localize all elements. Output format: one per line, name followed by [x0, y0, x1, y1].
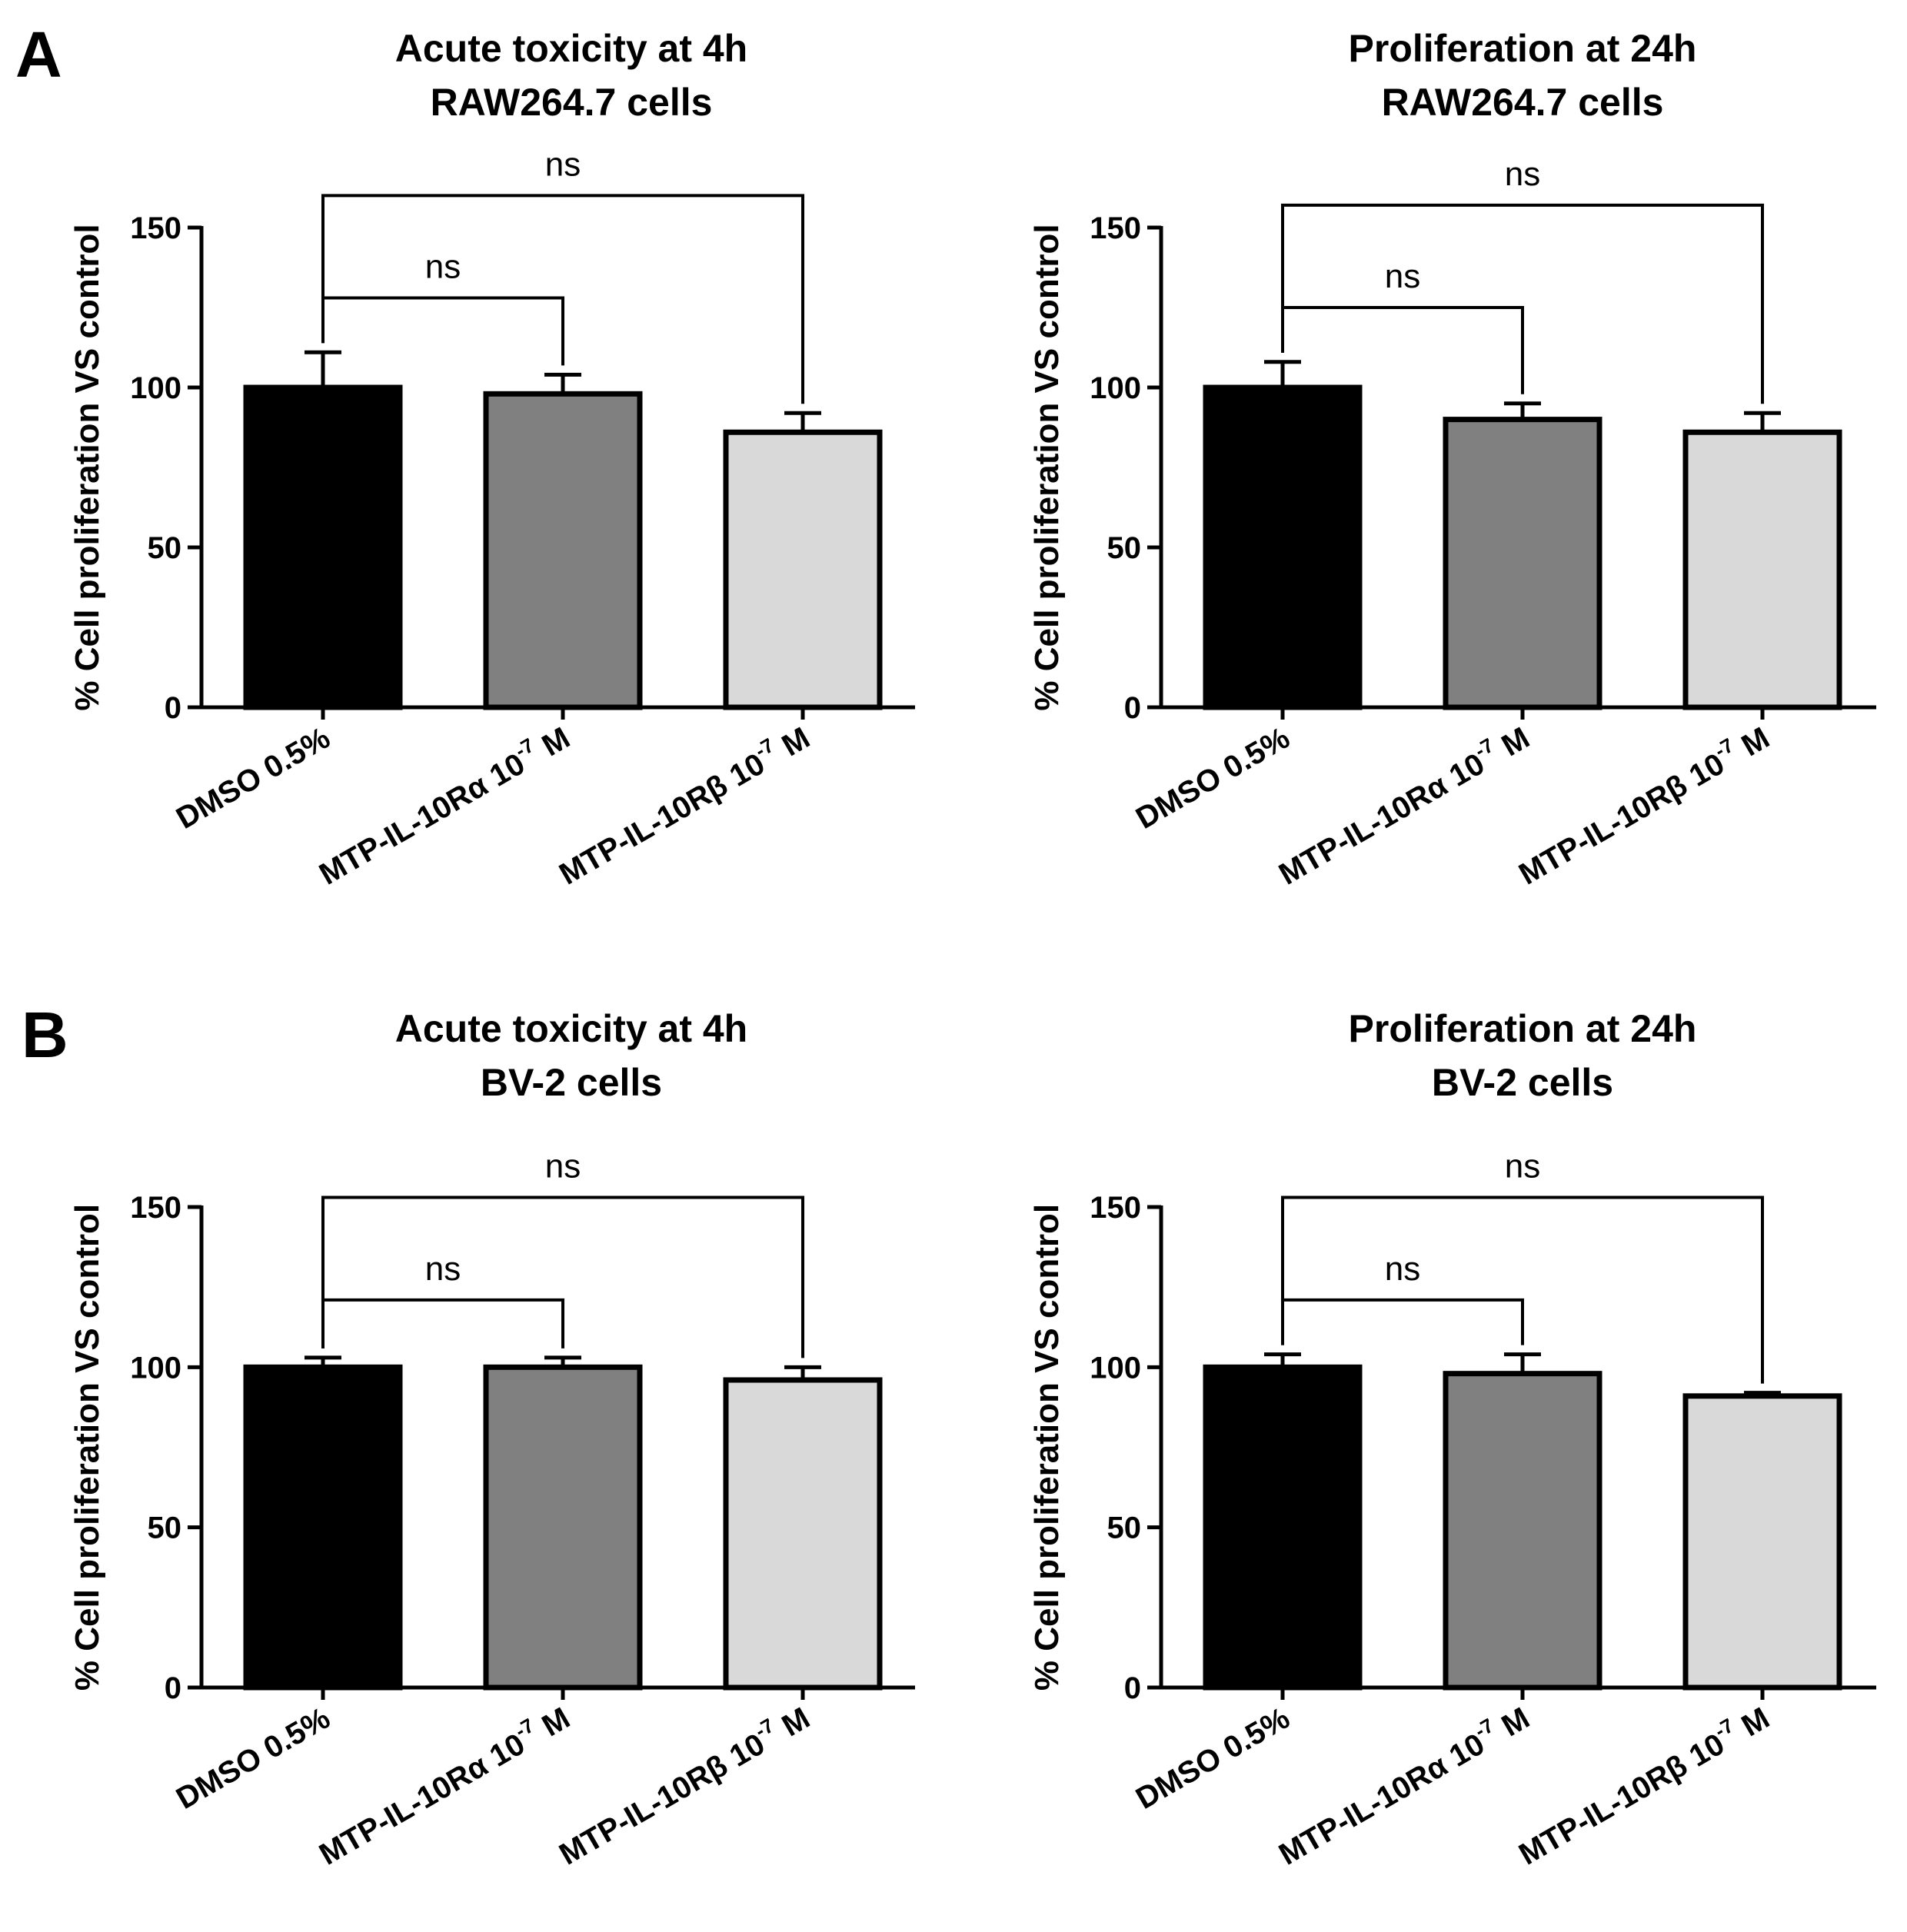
significance-label: ns — [1505, 155, 1540, 193]
chart-title-line: Acute toxicity at 4h — [395, 27, 747, 70]
x-tick-label: MTP-IL-10Rβ 10-7 M — [551, 1697, 816, 1872]
chart-2: Proliferation at 24h RAW264.7 cells % Cell… — [1028, 27, 1876, 892]
x-tick-label-main: MTP-IL-10Rβ 10 — [1513, 1727, 1730, 1871]
x-tick-label-main: DMSO 0.5% — [1130, 721, 1296, 836]
significance-bracket — [1281, 203, 1764, 404]
y-tick-label: 0 — [1124, 691, 1141, 725]
chart-title-line: Proliferation at 24h — [1349, 27, 1697, 70]
y-tick-label: 50 — [1107, 531, 1142, 565]
y-tick-label: 0 — [165, 691, 181, 725]
bar — [723, 1377, 883, 1691]
significance-bracket — [1281, 1298, 1524, 1345]
chart-4: Proliferation at 24h BV-2 cells % Cell pro… — [1028, 1007, 1876, 1872]
x-tick-label-unit: M — [1729, 721, 1775, 767]
significance-bracket — [1281, 306, 1524, 394]
x-tick-label: DMSO 0.5% — [171, 721, 336, 836]
y-tick-label: 0 — [165, 1671, 181, 1705]
y-axis-label: % Cell proliferation VS control — [1028, 1204, 1066, 1691]
x-tick-label-main: DMSO 0.5% — [171, 1701, 336, 1816]
y-tick-label: 150 — [1090, 211, 1141, 245]
y-tick-label: 100 — [1090, 1351, 1141, 1385]
significance-label: ns — [1385, 258, 1420, 295]
significance-bracket — [321, 1195, 804, 1358]
bar — [1443, 1371, 1602, 1691]
y-tick-label: 50 — [1107, 1511, 1142, 1545]
chart-1: Acute toxicity at 4h RAW264.7 cells % Cell… — [68, 27, 915, 892]
x-tick-label-unit: M — [769, 1701, 815, 1747]
x-tick-label: MTP-IL-10Rβ 10-7 M — [1511, 717, 1776, 892]
significance-label: ns — [545, 145, 581, 183]
y-tick-label: 150 — [130, 1191, 181, 1225]
x-tick-label-main: MTP-IL-10Rβ 10 — [554, 1727, 770, 1871]
x-tick-label-main: MTP-IL-10Rα 10 — [1273, 1727, 1490, 1871]
y-tick-label: 150 — [1090, 1191, 1141, 1225]
bar — [483, 1364, 643, 1691]
significance-label: ns — [1505, 1148, 1540, 1185]
bar — [1682, 429, 1842, 710]
x-tick-label-unit: M — [1489, 1701, 1535, 1747]
x-tick-label-main: MTP-IL-10Rα 10 — [314, 747, 531, 891]
y-tick-label: 100 — [1090, 371, 1141, 405]
chart-title-line: RAW264.7 cells — [431, 81, 713, 124]
significance-bracket — [1281, 1195, 1764, 1384]
x-tick-label: DMSO 0.5% — [1130, 721, 1296, 836]
charts-container: Acute toxicity at 4h RAW264.7 cells % Cell… — [68, 27, 1876, 1872]
x-tick-label: MTP-IL-10Rα 10-7 M — [311, 717, 576, 892]
chart-title-line: RAW264.7 cells — [1382, 81, 1664, 124]
x-tick-label: DMSO 0.5% — [171, 1701, 336, 1816]
bar — [1682, 1393, 1842, 1691]
x-tick-label: MTP-IL-10Rβ 10-7 M — [551, 717, 816, 892]
x-tick-label-main: MTP-IL-10Rα 10 — [314, 1727, 531, 1871]
significance-bracket — [321, 296, 564, 366]
x-tick-label-main: MTP-IL-10Rα 10 — [1273, 747, 1490, 891]
chart-title-line: Acute toxicity at 4h — [395, 1007, 747, 1050]
significance-label: ns — [545, 1148, 581, 1185]
panel-letter-a: A — [15, 18, 62, 91]
x-tick-label-main: DMSO 0.5% — [171, 721, 336, 836]
significance-label: ns — [425, 1250, 461, 1288]
x-tick-label: MTP-IL-10Rα 10-7 M — [311, 1697, 576, 1872]
significance-bracket — [321, 194, 804, 404]
x-tick-label-unit: M — [1729, 1701, 1775, 1747]
x-tick-label-main: DMSO 0.5% — [1130, 1701, 1296, 1816]
chart-title-line: Proliferation at 24h — [1349, 1007, 1697, 1050]
panel-letter-b: B — [22, 999, 68, 1071]
x-tick-label: MTP-IL-10Rα 10-7 M — [1271, 1697, 1536, 1872]
y-tick-label: 50 — [148, 531, 182, 565]
x-tick-label: MTP-IL-10Rα 10-7 M — [1271, 717, 1536, 892]
bar — [723, 429, 883, 710]
chart-3: Acute toxicity at 4h BV-2 cells % Cell pro… — [68, 1007, 915, 1872]
y-tick-label: 100 — [130, 371, 181, 405]
x-tick-label-unit: M — [529, 1701, 575, 1747]
y-tick-label: 100 — [130, 1351, 181, 1385]
bar — [483, 391, 643, 710]
y-axis-label: % Cell proliferation VS control — [68, 224, 106, 710]
y-axis-label: % Cell proliferation VS control — [1028, 224, 1066, 710]
significance-label: ns — [1385, 1250, 1420, 1288]
x-tick-label: MTP-IL-10Rβ 10-7 M — [1511, 1697, 1776, 1872]
bar — [1203, 384, 1363, 710]
bar — [1443, 417, 1602, 710]
bar — [243, 384, 403, 710]
x-tick-label-unit: M — [769, 721, 815, 767]
y-axis-label: % Cell proliferation VS control — [68, 1204, 106, 1691]
x-tick-label: DMSO 0.5% — [1130, 1701, 1296, 1816]
chart-title-line: BV-2 cells — [481, 1061, 662, 1104]
bar — [1203, 1364, 1363, 1691]
chart-title-line: BV-2 cells — [1432, 1061, 1613, 1104]
x-tick-label-main: MTP-IL-10Rβ 10 — [1513, 747, 1730, 891]
significance-bracket — [321, 1298, 564, 1348]
y-tick-label: 150 — [130, 211, 181, 245]
x-tick-label-unit: M — [1489, 721, 1535, 767]
y-tick-label: 0 — [1124, 1671, 1141, 1705]
significance-label: ns — [425, 248, 461, 286]
bar — [243, 1364, 403, 1691]
x-tick-label-unit: M — [529, 721, 575, 767]
x-tick-label-main: MTP-IL-10Rβ 10 — [554, 747, 770, 891]
y-tick-label: 50 — [148, 1511, 182, 1545]
